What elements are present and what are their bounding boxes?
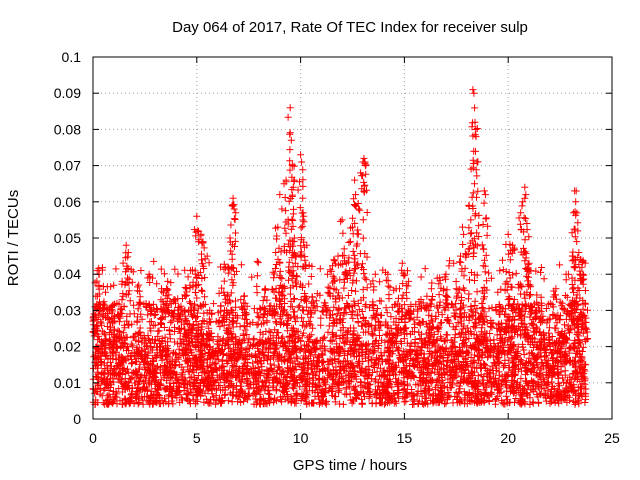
y-tick-label: 0.07 — [54, 158, 81, 174]
y-tick-label: 0.02 — [54, 339, 81, 355]
y-tick-label: 0.06 — [54, 194, 81, 210]
axis-ticks — [92, 56, 613, 420]
x-tick-label: 0 — [89, 430, 97, 446]
x-tick-label: 10 — [293, 430, 309, 446]
y-tick-labels: 0 0.01 0.02 0.03 0.04 0.05 0.06 0.07 0.08 0.09 0.1 — [54, 49, 81, 427]
data-points — [89, 86, 592, 408]
x-tick-label: 5 — [193, 430, 201, 446]
x-tick-labels: 0 5 10 15 20 25 — [89, 430, 620, 446]
y-tick-label: 0.03 — [54, 302, 81, 318]
y-axis-title: ROTI / TECUs — [5, 190, 22, 286]
chart-title: Day 064 of 2017, Rate Of TEC Index for r… — [172, 19, 528, 36]
y-tick-label: 0.09 — [54, 85, 81, 101]
y-tick-label: 0.05 — [54, 230, 81, 246]
y-tick-label: 0.04 — [54, 266, 81, 282]
y-tick-label: 0.08 — [54, 121, 81, 137]
x-tick-label: 20 — [500, 430, 516, 446]
y-tick-label: 0 — [73, 411, 81, 427]
x-tick-label: 15 — [397, 430, 413, 446]
y-tick-label: 0.01 — [54, 375, 81, 391]
x-tick-label: 25 — [604, 430, 620, 446]
y-tick-label: 0.1 — [62, 49, 82, 65]
x-axis-title: GPS time / hours — [293, 457, 407, 474]
data-point-markers — [89, 86, 592, 408]
